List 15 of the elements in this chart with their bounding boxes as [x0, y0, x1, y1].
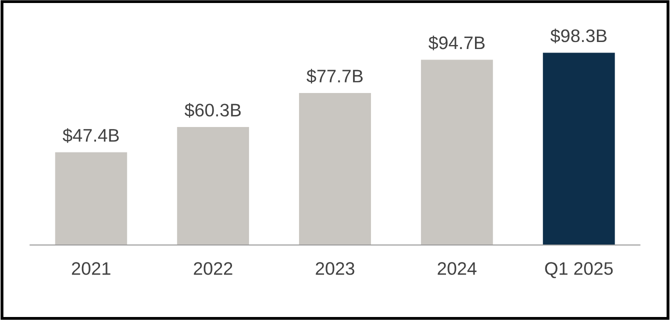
data-label: $77.7B — [306, 68, 363, 84]
data-label: $60.3B — [184, 102, 241, 118]
x-tick-label: Q1 2025 — [545, 262, 613, 278]
bar — [420, 60, 493, 245]
data-label: $47.4B — [62, 128, 119, 143]
x-tick-label: 2023 — [316, 262, 354, 275]
bar — [542, 52, 615, 245]
bar — [55, 152, 128, 245]
x-tick-label: 2021 — [72, 262, 110, 275]
data-label: $98.3B — [550, 28, 607, 44]
data-label: $94.7B — [428, 36, 485, 50]
x-tick-label: 2022 — [194, 262, 232, 275]
bar — [177, 127, 250, 245]
bar — [299, 92, 371, 245]
x-tick-label: 2024 — [438, 262, 476, 275]
